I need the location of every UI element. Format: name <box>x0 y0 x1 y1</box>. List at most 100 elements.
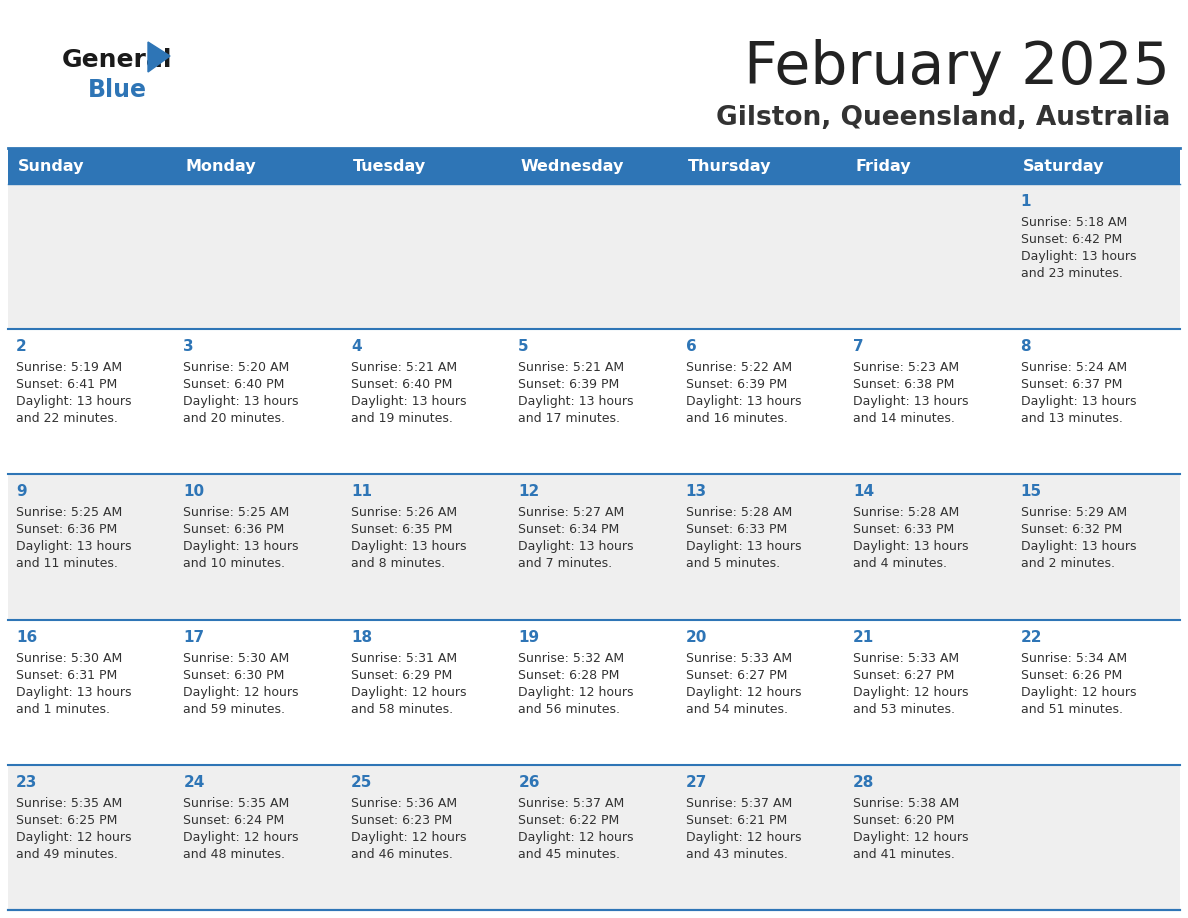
Bar <box>343 148 511 184</box>
Text: and 56 minutes.: and 56 minutes. <box>518 702 620 716</box>
Text: Thursday: Thursday <box>688 159 771 174</box>
Text: Sunrise: 5:22 AM: Sunrise: 5:22 AM <box>685 361 792 375</box>
Text: Sunset: 6:39 PM: Sunset: 6:39 PM <box>518 378 619 391</box>
Text: Daylight: 13 hours: Daylight: 13 hours <box>853 396 968 409</box>
Text: Sunrise: 5:28 AM: Sunrise: 5:28 AM <box>853 507 960 520</box>
Text: and 4 minutes.: and 4 minutes. <box>853 557 947 570</box>
Bar <box>845 330 1012 475</box>
Text: Sunset: 6:25 PM: Sunset: 6:25 PM <box>15 813 118 827</box>
Text: Daylight: 13 hours: Daylight: 13 hours <box>853 541 968 554</box>
Text: Sunrise: 5:30 AM: Sunrise: 5:30 AM <box>183 652 290 665</box>
Bar <box>511 148 677 184</box>
Text: February 2025: February 2025 <box>744 39 1170 96</box>
Text: Sunrise: 5:29 AM: Sunrise: 5:29 AM <box>1020 507 1126 520</box>
Text: 15: 15 <box>1020 485 1042 499</box>
Text: Sunset: 6:27 PM: Sunset: 6:27 PM <box>685 668 788 681</box>
Bar <box>176 148 343 184</box>
Text: 2: 2 <box>15 339 27 354</box>
Bar <box>1012 148 1180 184</box>
Text: 17: 17 <box>183 630 204 644</box>
Text: Sunset: 6:33 PM: Sunset: 6:33 PM <box>853 523 954 536</box>
Text: Daylight: 12 hours: Daylight: 12 hours <box>15 831 132 844</box>
Text: 13: 13 <box>685 485 707 499</box>
Text: and 53 minutes.: and 53 minutes. <box>853 702 955 716</box>
Text: Sunrise: 5:37 AM: Sunrise: 5:37 AM <box>518 797 625 810</box>
Text: 27: 27 <box>685 775 707 789</box>
Text: and 23 minutes.: and 23 minutes. <box>1020 267 1123 280</box>
Bar <box>8 475 176 620</box>
Bar <box>677 330 845 475</box>
Bar <box>343 765 511 910</box>
Text: Sunset: 6:42 PM: Sunset: 6:42 PM <box>1020 233 1121 246</box>
Text: and 19 minutes.: and 19 minutes. <box>350 412 453 425</box>
Text: 7: 7 <box>853 339 864 354</box>
Text: Sunrise: 5:38 AM: Sunrise: 5:38 AM <box>853 797 960 810</box>
Text: Daylight: 13 hours: Daylight: 13 hours <box>350 396 467 409</box>
Text: Sunset: 6:26 PM: Sunset: 6:26 PM <box>1020 668 1121 681</box>
Text: and 43 minutes.: and 43 minutes. <box>685 848 788 861</box>
Text: and 45 minutes.: and 45 minutes. <box>518 848 620 861</box>
Text: Sunrise: 5:21 AM: Sunrise: 5:21 AM <box>518 361 625 375</box>
Text: 9: 9 <box>15 485 26 499</box>
Text: 8: 8 <box>1020 339 1031 354</box>
Text: 4: 4 <box>350 339 361 354</box>
Text: Daylight: 13 hours: Daylight: 13 hours <box>15 541 132 554</box>
Text: and 41 minutes.: and 41 minutes. <box>853 848 955 861</box>
Text: 5: 5 <box>518 339 529 354</box>
Text: Sunset: 6:40 PM: Sunset: 6:40 PM <box>350 378 453 391</box>
Bar <box>511 620 677 765</box>
Text: Daylight: 12 hours: Daylight: 12 hours <box>350 831 467 844</box>
Text: Daylight: 12 hours: Daylight: 12 hours <box>685 831 801 844</box>
Text: Sunrise: 5:31 AM: Sunrise: 5:31 AM <box>350 652 457 665</box>
Text: 22: 22 <box>1020 630 1042 644</box>
Bar <box>8 620 176 765</box>
Bar <box>677 475 845 620</box>
Text: and 54 minutes.: and 54 minutes. <box>685 702 788 716</box>
Text: 28: 28 <box>853 775 874 789</box>
Text: and 11 minutes.: and 11 minutes. <box>15 557 118 570</box>
Text: and 51 minutes.: and 51 minutes. <box>1020 702 1123 716</box>
Text: and 59 minutes.: and 59 minutes. <box>183 702 285 716</box>
Text: Sunset: 6:23 PM: Sunset: 6:23 PM <box>350 813 453 827</box>
Text: Sunrise: 5:19 AM: Sunrise: 5:19 AM <box>15 361 122 375</box>
Text: 24: 24 <box>183 775 204 789</box>
Bar <box>511 475 677 620</box>
Text: Sunrise: 5:20 AM: Sunrise: 5:20 AM <box>183 361 290 375</box>
Text: Sunset: 6:24 PM: Sunset: 6:24 PM <box>183 813 285 827</box>
Text: Daylight: 12 hours: Daylight: 12 hours <box>183 831 299 844</box>
Text: Sunset: 6:34 PM: Sunset: 6:34 PM <box>518 523 619 536</box>
Text: and 49 minutes.: and 49 minutes. <box>15 848 118 861</box>
Text: 3: 3 <box>183 339 194 354</box>
Bar <box>845 765 1012 910</box>
Text: Blue: Blue <box>88 78 147 102</box>
Bar <box>176 620 343 765</box>
Text: Sunday: Sunday <box>18 159 84 174</box>
Text: Friday: Friday <box>855 159 911 174</box>
Text: and 16 minutes.: and 16 minutes. <box>685 412 788 425</box>
Bar <box>343 620 511 765</box>
Text: Sunset: 6:39 PM: Sunset: 6:39 PM <box>685 378 786 391</box>
Text: Daylight: 13 hours: Daylight: 13 hours <box>15 396 132 409</box>
Text: Daylight: 13 hours: Daylight: 13 hours <box>1020 541 1136 554</box>
Bar <box>677 148 845 184</box>
Text: Sunset: 6:28 PM: Sunset: 6:28 PM <box>518 668 620 681</box>
Text: Sunrise: 5:28 AM: Sunrise: 5:28 AM <box>685 507 792 520</box>
Text: Sunrise: 5:24 AM: Sunrise: 5:24 AM <box>1020 361 1126 375</box>
Text: Saturday: Saturday <box>1023 159 1104 174</box>
Text: Sunrise: 5:36 AM: Sunrise: 5:36 AM <box>350 797 457 810</box>
Text: Daylight: 13 hours: Daylight: 13 hours <box>350 541 467 554</box>
Text: and 58 minutes.: and 58 minutes. <box>350 702 453 716</box>
Text: 11: 11 <box>350 485 372 499</box>
Text: and 22 minutes.: and 22 minutes. <box>15 412 118 425</box>
Text: Sunset: 6:40 PM: Sunset: 6:40 PM <box>183 378 285 391</box>
Text: Sunset: 6:27 PM: Sunset: 6:27 PM <box>853 668 954 681</box>
Bar <box>845 184 1012 330</box>
Bar <box>511 184 677 330</box>
Bar <box>8 148 176 184</box>
Text: Daylight: 13 hours: Daylight: 13 hours <box>183 541 299 554</box>
Text: Sunrise: 5:33 AM: Sunrise: 5:33 AM <box>685 652 792 665</box>
Bar <box>8 184 176 330</box>
Text: and 13 minutes.: and 13 minutes. <box>1020 412 1123 425</box>
Text: 12: 12 <box>518 485 539 499</box>
Text: and 7 minutes.: and 7 minutes. <box>518 557 612 570</box>
